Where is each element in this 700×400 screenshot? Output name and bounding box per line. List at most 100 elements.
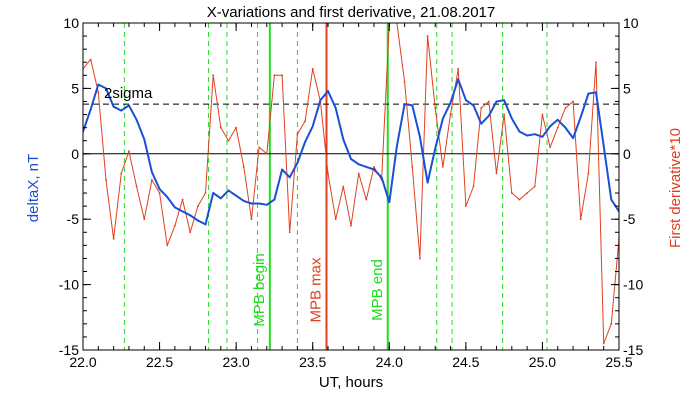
derivative-point [258,146,261,149]
x-tick-label: 25.0 [529,354,556,370]
derivative-point [411,165,414,168]
derivative-point [610,322,613,325]
x-tick-label: 22.0 [69,354,96,370]
derivative-point [480,107,483,109]
deltaX-point [434,147,437,150]
derivative-point [503,113,506,116]
derivative-point [227,139,230,142]
derivative-point [464,205,467,208]
deltaX-point [587,92,590,95]
x-tick-label: 23.5 [299,354,326,370]
deltaX-point [304,141,306,143]
derivative-point [235,126,238,129]
deltaX-point [166,196,169,198]
deltaX-point [105,87,107,90]
deltaX-point [135,118,138,121]
derivative-point [357,172,360,175]
derivative-point [120,172,123,175]
deltaX-point [250,202,253,205]
deltaX-point [173,206,176,209]
deltaX-point [510,117,513,120]
derivative-point [250,218,253,221]
derivative-point [158,192,161,194]
derivative-point [288,231,291,234]
derivative-point [112,237,115,240]
derivative-point [242,165,245,168]
deltaX-point [357,163,360,166]
derivative-point [441,165,444,168]
y-left-tick-label: -5 [67,211,80,227]
deltaX-point [380,176,383,179]
derivative-point [219,126,222,129]
derivative-point [541,113,544,116]
deltaX-point [219,197,222,200]
y-left-tick-label: -15 [59,342,79,358]
tick-labels: 22.0 22.5 23.0 23.5 24.0 24.5 25.0 25.5-15-10-5… [59,15,644,370]
x-tick-label: 24.0 [376,354,403,370]
derivative-point [327,172,329,175]
y-left-tick-label: 0 [71,146,79,162]
derivative-point [166,244,169,247]
derivative-point [587,172,590,175]
deltaX-point [426,181,429,184]
derivative-point [296,133,299,136]
deltaX-point [503,99,506,102]
deltaX-point [526,134,529,137]
deltaX-point [449,101,452,104]
deltaX-point [296,162,299,164]
deltaX-point [311,125,314,128]
deltaX-point [273,198,276,201]
x-tick-label: 22.5 [146,354,173,370]
derivative-point [373,165,375,168]
deltaX-point [242,199,245,202]
derivative-point [196,205,199,208]
deltaX-point [411,104,414,107]
deltaX-point [579,116,582,119]
deltaX-point [541,135,544,138]
deltaX-point [487,114,490,117]
derivative-point [97,91,100,94]
marker-label: MPB end [369,259,386,321]
derivative-point [135,185,138,188]
deltaX-point [327,90,329,92]
x-axis-label: UT, hours [319,374,383,391]
deltaX-point [610,198,613,201]
derivative-point [311,67,314,70]
derivative-point [426,35,429,37]
derivative-point [403,80,406,83]
deltaX-point [265,203,268,206]
derivative-point [487,100,490,103]
deltaX-point [602,145,605,147]
y-right-tick-label: 10 [623,15,639,31]
deltaX-point [533,133,536,136]
deltaX-point [342,138,345,141]
axis-ticks [82,22,620,351]
deltaX-point [441,117,444,120]
deltaX-point [288,176,291,179]
y-right-tick-label: 0 [623,146,631,162]
deltaX-point [128,104,130,107]
y-left-tick-label: 5 [71,80,79,96]
deltaX-point [319,99,322,102]
sigma-label: 2sigma [104,85,153,102]
deltaX-point [120,109,123,112]
deltaX-point [388,201,391,204]
deltaX-point [556,118,559,121]
derivative-point [151,179,153,181]
vertical-lines [123,23,548,350]
deltaX-point [373,168,375,171]
derivative-point [434,107,437,109]
derivative-point [334,218,337,221]
derivative-point [204,192,207,194]
marker-label: MPB begin [251,253,268,326]
derivative-point [564,107,567,109]
derivative-point [304,120,306,122]
derivative-point [579,218,582,221]
series-lines [83,23,619,345]
x-tick-label: 25.5 [605,354,632,370]
x-tick-label: 23.0 [223,354,250,370]
derivative-point [342,185,345,188]
plot-frame [82,22,620,351]
x-tick-label: 24.5 [452,354,479,370]
